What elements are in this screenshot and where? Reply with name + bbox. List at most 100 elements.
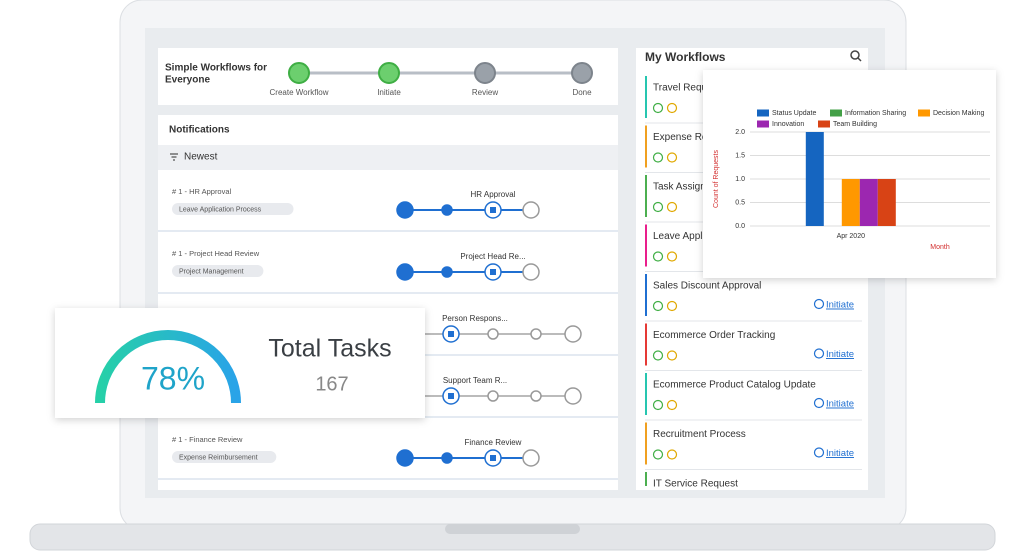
item-title: # 1 - HR Approval [172,187,232,196]
laptop-notch [445,524,580,534]
progress-node [487,390,499,402]
filter-row [158,145,618,170]
initiate-link[interactable]: Initiate [826,349,854,360]
progress-node [396,201,414,219]
initiate-icon[interactable] [813,447,825,458]
check-icon [666,152,678,163]
check-icon [666,399,678,411]
legend-label: Information Sharing [845,110,906,117]
progress-node-current [490,207,496,213]
y-tick-label: 0.0 [735,223,745,230]
workflow-name: Expense Re [653,132,708,143]
header-title: Everyone [165,75,210,86]
tasks-percent: 78% [141,360,205,396]
check-icon [666,300,678,312]
legend-swatch [757,120,769,128]
initiate-icon[interactable] [813,397,825,409]
workflow-bar [645,125,647,168]
workflow-name: Ecommerce Product Catalog Update [653,380,816,391]
history-icon [652,102,664,114]
item-tag: Project Management [179,268,244,275]
legend-swatch [918,109,930,117]
gauge [95,330,241,404]
workflow-bar [645,175,647,217]
history-icon [652,300,664,312]
progress-node [441,266,453,278]
step-icon [571,62,593,84]
progress-node-current [448,331,454,337]
step-label: Initiate [377,88,401,97]
step-icon [288,62,310,84]
history-icon [652,251,664,262]
workflow-name: Travel Requ [653,83,707,94]
workflow-bar [645,422,647,465]
progress-node [564,325,582,343]
initiate-link[interactable]: Initiate [826,399,854,410]
legend-swatch [757,109,769,117]
tag-pill [172,265,264,277]
bar [877,179,896,226]
progress-node-current [490,269,496,275]
initiate-link[interactable]: Initiate [826,448,854,459]
progress-node [522,263,540,281]
item-tag: Leave Application Process [179,206,262,213]
progress-node [396,449,414,467]
y-axis-label: Count of Requests [713,150,720,208]
check-icon [666,350,678,361]
progress-node-current [448,393,454,399]
legend-label: Status Update [772,110,816,117]
progress-node [564,387,582,405]
initiate-icon[interactable] [813,298,825,310]
stage-label: Finance Review [465,438,522,447]
history-icon [652,399,664,411]
legend-label: Innovation [772,121,804,128]
y-tick-label: 1.0 [735,176,745,183]
legend-label: Team Building [833,121,877,128]
workflow-name: Recruitment Process [653,429,746,440]
legend-swatch [830,109,842,117]
progress-node [530,390,542,402]
stage-label: Project Head Re... [460,252,525,261]
tasks-label: Total Tasks [268,335,391,363]
workflow-name: Ecommerce Order Tracking [653,330,775,341]
step-label: Review [472,88,498,97]
step-label: Create Workflow [270,88,329,97]
legend-swatch [818,120,830,128]
history-icon [652,350,664,361]
workflow-bar [645,224,647,267]
stage-label: Support Team R... [443,376,507,385]
y-tick-label: 2.0 [735,129,745,136]
progress-node [522,201,540,219]
filter-label: Newest [184,152,218,163]
tasks-count: 167 [315,373,348,395]
history-icon [652,152,664,163]
search-icon [857,57,862,62]
tag-pill [172,203,294,215]
item-title: # 1 - Finance Review [172,435,243,444]
check-icon [666,102,678,114]
workflows-title: My Workflows [645,50,726,64]
workflow-bar [645,472,647,486]
y-tick-label: 0.5 [735,199,745,206]
workflow-bar [645,274,647,316]
workflow-bar [645,76,647,118]
initiate-link[interactable]: Initiate [826,300,854,311]
progress-node-current [490,455,496,461]
progress-node [522,449,540,467]
item-tag: Expense Reimbursement [179,454,258,461]
stage-label: Person Respons... [442,314,508,323]
check-icon [666,251,678,262]
notifications-title: Notifications [169,125,230,136]
item-title: # 1 - Project Head Review [172,249,260,258]
progress-node [487,328,499,340]
check-icon [666,449,678,460]
workflow-name: Task Assign [653,182,706,193]
search-icon[interactable] [850,50,860,60]
check-icon [666,201,678,213]
x-tick-label: Apr 2020 [837,233,866,240]
bar [859,179,878,226]
workflow-name: IT Service Request [653,479,738,490]
initiate-icon[interactable] [813,348,825,359]
history-icon [652,449,664,460]
progress-node [441,452,453,464]
